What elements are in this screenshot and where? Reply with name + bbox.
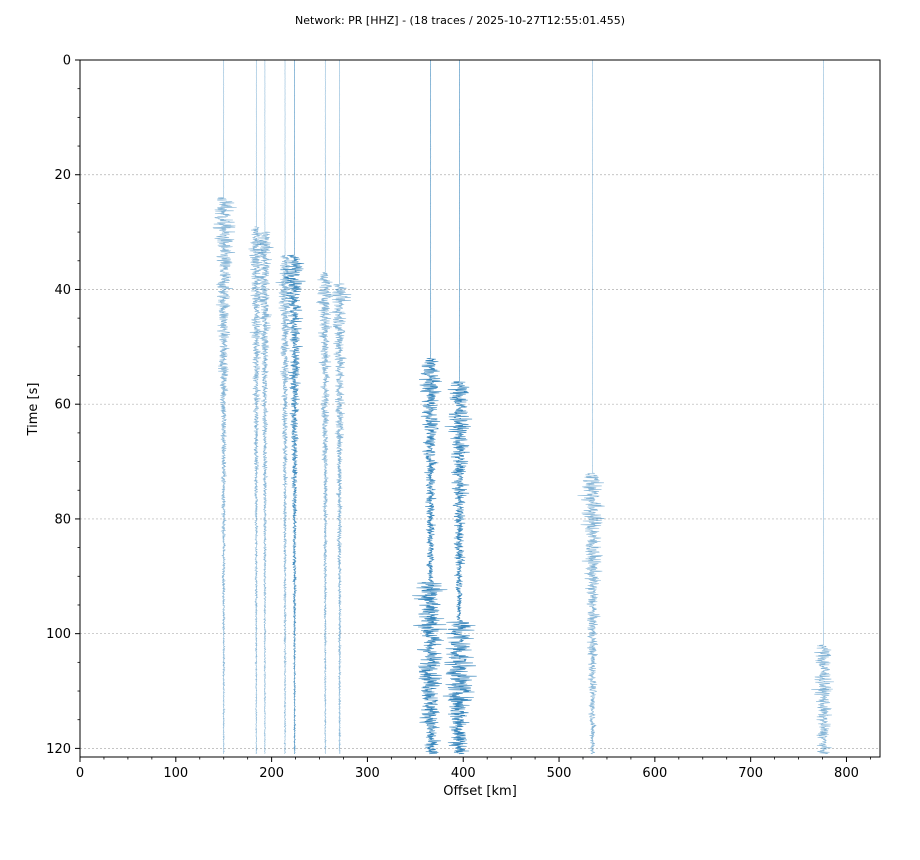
plot-frame <box>79 59 881 758</box>
trace-366km <box>412 59 448 755</box>
x-tick-label: 100 <box>163 766 188 781</box>
x-tick-label: 0 <box>76 766 84 781</box>
trace-group <box>212 59 834 755</box>
x-tick-label: 500 <box>547 766 572 781</box>
x-tick-label: 400 <box>451 766 476 781</box>
trace-193km <box>256 59 274 754</box>
x-tick-label: 800 <box>834 766 859 781</box>
y-tick-label: 40 <box>54 283 71 298</box>
y-tick-label: 120 <box>46 742 71 757</box>
trace-535km <box>577 60 605 755</box>
x-tick-label: 600 <box>642 766 667 781</box>
trace-150km <box>212 59 237 754</box>
trace-271km <box>329 59 352 754</box>
x-tick-label: 300 <box>355 766 380 781</box>
y-tick-label: 100 <box>46 627 71 642</box>
trace-224km <box>283 59 306 755</box>
trace-776km <box>811 59 834 755</box>
trace-184km <box>248 59 264 754</box>
y-axis-label: Time [s] <box>26 383 41 437</box>
chart-title: Network: PR [HHZ] - (18 traces / 2025-10… <box>295 14 625 27</box>
x-axis: 0 100 200 300 400 500 600 700 800 <box>76 757 871 781</box>
trace-256km <box>316 59 334 754</box>
y-tick-label: 80 <box>54 512 71 527</box>
x-tick-label: 700 <box>738 766 763 781</box>
y-tick-label: 60 <box>54 398 71 413</box>
y-tick-label: 0 <box>63 54 71 69</box>
y-tick-label: 20 <box>54 168 71 183</box>
x-axis-label: Offset [km] <box>443 784 517 799</box>
trace-214km <box>275 59 296 754</box>
grid-lines <box>80 59 880 749</box>
trace-396km <box>442 59 477 755</box>
x-tick-label: 200 <box>259 766 284 781</box>
y-axis: 0 20 40 60 80 100 120 <box>46 54 80 757</box>
